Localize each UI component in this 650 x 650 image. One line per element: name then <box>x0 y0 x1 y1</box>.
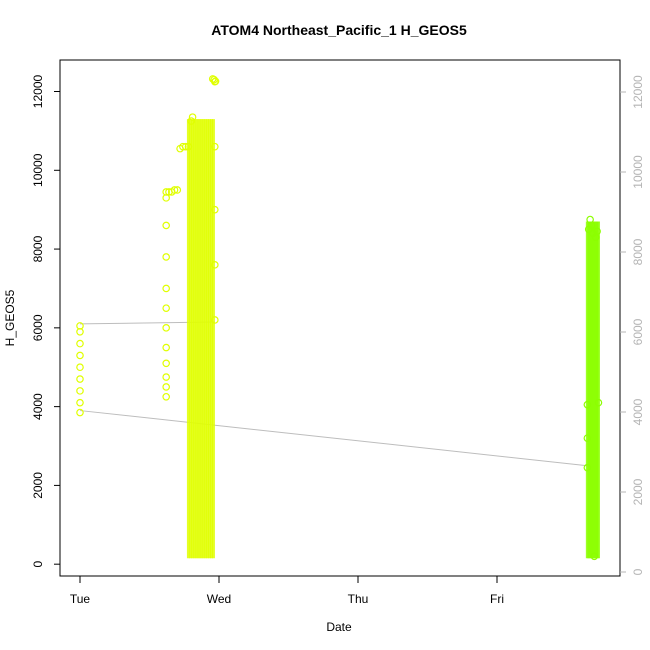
series-0-point-27 <box>181 142 190 151</box>
x-tick-label-1: Wed <box>207 592 231 606</box>
series-0-point-2 <box>76 387 84 395</box>
series-0-point-9 <box>162 392 170 401</box>
y-left-tick-label-0: 0 <box>31 561 45 568</box>
series-0-point-11 <box>162 373 170 381</box>
series-0-point-5 <box>76 351 84 360</box>
series-1-point-1 <box>583 434 592 442</box>
data-points <box>76 75 603 561</box>
x-axis: Tue Wed Thu Fri <box>70 576 504 606</box>
series-0-point-29 <box>187 117 196 125</box>
series-0-point-33 <box>211 205 219 214</box>
series-0-point-12 <box>162 359 170 368</box>
y-right-tick-label-3: 6000 <box>631 318 645 345</box>
x-tick-label-2: Thu <box>348 592 369 606</box>
y-left-tick-label-5: 10000 <box>31 153 45 187</box>
series-1-point-0 <box>583 463 592 472</box>
series-0-point-4 <box>76 363 84 372</box>
y-right-tick-label-1: 2000 <box>631 478 645 505</box>
series-0-point-20 <box>162 188 170 196</box>
series-0-point-3 <box>76 375 84 383</box>
series-0-point-23 <box>170 186 179 194</box>
x-axis-label: Date <box>326 620 352 634</box>
chart-title: ATOM4 Northeast_Pacific_1 H_GEOS5 <box>211 22 467 38</box>
series-0-point-6 <box>76 339 84 348</box>
x-tick-label-3: Fri <box>490 592 504 606</box>
series-0-point-31 <box>211 316 219 324</box>
series-0-point-18 <box>162 221 170 230</box>
series-1-point-2 <box>583 400 592 409</box>
plot-frame <box>59 59 621 577</box>
series-1-point-7 <box>590 552 599 561</box>
series-0-point-14 <box>162 324 170 332</box>
y-axis-left: 0 2000 4000 6000 8000 10000 12000 <box>31 75 60 568</box>
series-0-point-24 <box>173 186 182 194</box>
y-right-tick-label-2: 4000 <box>631 398 645 425</box>
guide-line-1 <box>79 410 588 467</box>
series-0-point-15 <box>162 304 170 312</box>
y-right-tick-label-0: 0 <box>631 568 645 575</box>
y-right-tick-label-4: 8000 <box>631 238 645 265</box>
series-1-point-10 <box>594 398 603 407</box>
series-0-point-38 <box>211 77 220 86</box>
series-0-point-10 <box>162 383 170 391</box>
y-left-tick-label-6: 12000 <box>31 75 45 109</box>
y-left-tick-label-2: 4000 <box>31 393 45 420</box>
series-0-point-28 <box>184 142 193 151</box>
y-axis-label: H_GEOS5 <box>3 289 17 346</box>
series-0-point-37 <box>210 75 218 84</box>
series-0-point-1 <box>76 398 84 407</box>
series-0-point-26 <box>179 142 187 151</box>
y-left-tick-label-4: 8000 <box>31 235 45 262</box>
series-1-point-9 <box>593 227 601 236</box>
y-right-tick-label-5: 10000 <box>631 155 645 189</box>
series-0-point-16 <box>162 284 170 293</box>
series-1-point-5 <box>587 221 596 230</box>
series-0-point-30 <box>188 113 197 121</box>
y-left-tick-label-1: 2000 <box>31 472 45 499</box>
series-0-point-13 <box>162 343 170 352</box>
guide-lines <box>79 321 588 467</box>
y-axis-right: 0 2000 4000 6000 8000 10000 12000 <box>620 75 645 575</box>
series-0-point-17 <box>162 253 170 261</box>
series-0-point-32 <box>211 261 219 269</box>
series-0-point-0 <box>76 408 84 417</box>
y-right-tick-label-6: 12000 <box>631 75 645 109</box>
series-0-point-8 <box>76 322 84 330</box>
series-0-point-34 <box>211 142 219 151</box>
x-tick-label-0: Tue <box>70 592 91 606</box>
y-left-tick-label-3: 6000 <box>31 314 45 341</box>
